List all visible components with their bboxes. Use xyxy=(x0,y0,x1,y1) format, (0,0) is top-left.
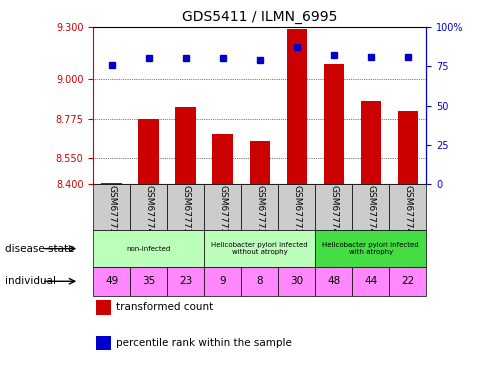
Text: 44: 44 xyxy=(364,276,377,286)
Bar xyxy=(167,184,204,230)
Bar xyxy=(249,141,270,184)
Text: 48: 48 xyxy=(327,276,341,286)
Text: GSM677747: GSM677747 xyxy=(144,185,153,240)
Bar xyxy=(241,184,278,230)
Text: GSM677733: GSM677733 xyxy=(107,185,116,240)
Text: GSM677737: GSM677737 xyxy=(255,185,264,240)
Text: 22: 22 xyxy=(401,276,415,286)
Text: 23: 23 xyxy=(179,276,192,286)
Bar xyxy=(204,267,241,296)
Bar xyxy=(315,230,426,267)
Text: disease state: disease state xyxy=(5,243,74,254)
Bar xyxy=(130,267,167,296)
Bar xyxy=(139,119,159,184)
Text: 30: 30 xyxy=(290,276,303,286)
Text: 8: 8 xyxy=(256,276,263,286)
Text: GSM677739: GSM677739 xyxy=(292,185,301,240)
Text: Helicobacter pylori infected
without atrophy: Helicobacter pylori infected without atr… xyxy=(211,242,308,255)
Bar xyxy=(315,267,352,296)
Bar xyxy=(352,267,389,296)
Text: GSM677732: GSM677732 xyxy=(181,185,190,240)
Text: percentile rank within the sample: percentile rank within the sample xyxy=(117,338,293,348)
Text: GSM677743: GSM677743 xyxy=(366,185,375,240)
Text: transformed count: transformed count xyxy=(117,302,214,312)
Title: GDS5411 / ILMN_6995: GDS5411 / ILMN_6995 xyxy=(182,10,338,25)
Text: GSM677738: GSM677738 xyxy=(218,185,227,240)
Text: Helicobacter pylori infected
with atrophy: Helicobacter pylori infected with atroph… xyxy=(322,242,419,255)
Text: GSM677742: GSM677742 xyxy=(403,185,412,240)
Bar xyxy=(315,184,352,230)
Text: GSM677745: GSM677745 xyxy=(329,185,338,240)
Text: 9: 9 xyxy=(220,276,226,286)
Text: non-infected: non-infected xyxy=(126,246,171,252)
Bar xyxy=(389,184,426,230)
Bar xyxy=(93,230,204,267)
Bar xyxy=(278,267,315,296)
Bar xyxy=(241,267,278,296)
Bar xyxy=(213,134,233,184)
Bar xyxy=(175,108,196,184)
Bar xyxy=(361,101,381,184)
Bar xyxy=(287,29,307,184)
Text: individual: individual xyxy=(5,276,56,286)
Bar xyxy=(97,336,111,351)
Bar xyxy=(204,230,315,267)
Bar xyxy=(389,267,426,296)
Text: 35: 35 xyxy=(142,276,155,286)
Bar xyxy=(130,184,167,230)
Bar xyxy=(93,184,130,230)
Bar xyxy=(167,267,204,296)
Bar xyxy=(397,111,418,184)
Bar xyxy=(101,182,122,184)
Bar xyxy=(93,267,130,296)
Bar xyxy=(352,184,389,230)
Bar xyxy=(278,184,315,230)
Bar xyxy=(204,184,241,230)
Text: 49: 49 xyxy=(105,276,118,286)
Bar xyxy=(323,64,344,184)
Bar xyxy=(97,300,111,314)
